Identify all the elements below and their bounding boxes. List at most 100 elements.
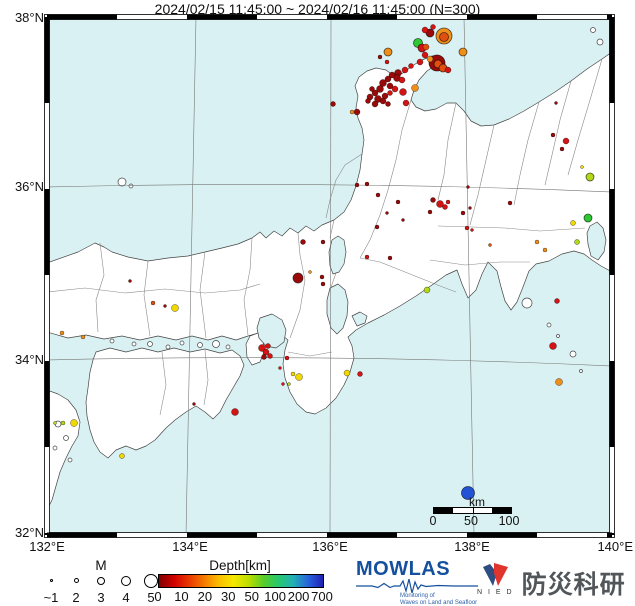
earthquake-marker bbox=[171, 304, 179, 312]
earthquake-marker bbox=[70, 419, 78, 427]
inland-sea-island bbox=[197, 342, 203, 348]
earthquake-marker bbox=[374, 224, 380, 230]
earthquake-marker bbox=[364, 181, 370, 187]
magnitude-label: 5 bbox=[147, 590, 155, 605]
scalebar-tick-0: 0 bbox=[429, 514, 437, 528]
earthquake-marker bbox=[388, 71, 396, 79]
earthquake-marker bbox=[287, 382, 291, 386]
lake-biwa bbox=[328, 235, 347, 275]
earthquake-marker bbox=[343, 369, 351, 377]
earthquake-marker bbox=[375, 192, 381, 198]
earthquake-marker bbox=[371, 89, 379, 97]
earthquake-marker bbox=[422, 43, 430, 51]
earthquake-marker bbox=[580, 165, 584, 169]
izu-island bbox=[579, 369, 583, 373]
earthquake-marker bbox=[379, 97, 387, 105]
magnitude-circle-4 bbox=[121, 575, 131, 586]
tokyo-bay bbox=[586, 221, 607, 261]
depth-tick: 10 bbox=[174, 589, 189, 604]
depth-tick: 100 bbox=[264, 589, 286, 604]
magnitude-circle-1 bbox=[49, 579, 53, 582]
inland-sea-island bbox=[131, 341, 137, 347]
earthquake-marker bbox=[300, 239, 306, 245]
mowlas-waveform-icon bbox=[356, 579, 478, 593]
island bbox=[596, 38, 604, 46]
depth-colorbar-ticks: 0 10 20 30 50 100 200 700 bbox=[154, 589, 332, 604]
lon-label-136e: 136°E bbox=[312, 539, 348, 554]
earthquake-marker bbox=[53, 421, 57, 425]
earthquake-marker bbox=[442, 204, 448, 210]
earthquake-marker bbox=[192, 402, 196, 406]
lat-label-32n: 32°N bbox=[14, 525, 44, 540]
earthquake-marker bbox=[330, 101, 336, 107]
earthquake-marker bbox=[549, 342, 557, 350]
depth-tick: 0 bbox=[154, 589, 162, 604]
earthquake-marker bbox=[534, 239, 540, 245]
earthquake-marker bbox=[59, 330, 65, 336]
earthquake-marker bbox=[290, 371, 296, 377]
earthquake-marker bbox=[320, 239, 326, 245]
earthquake-marker bbox=[507, 200, 513, 206]
magnitude-circle-5 bbox=[144, 573, 158, 588]
earthquake-marker bbox=[583, 213, 593, 223]
earthquake-marker bbox=[426, 55, 434, 63]
depth-tick: 30 bbox=[221, 589, 236, 604]
earthquake-marker bbox=[430, 197, 436, 203]
landmass-group bbox=[49, 27, 610, 507]
island bbox=[590, 27, 596, 33]
shikoku-landmass bbox=[85, 347, 245, 459]
earthquake-marker bbox=[559, 146, 565, 152]
kyushu-landmass bbox=[49, 390, 81, 507]
earthquake-marker bbox=[369, 86, 375, 92]
inland-sea-island bbox=[109, 338, 115, 344]
earthquake-marker bbox=[379, 79, 387, 87]
earthquake-marker bbox=[371, 100, 379, 108]
earthquake-marker bbox=[408, 63, 414, 69]
mowlas-tagline-2: Waves on Land and Seafloor bbox=[400, 600, 478, 606]
magnitude-circle-2 bbox=[73, 578, 79, 583]
earthquake-marker bbox=[295, 373, 303, 381]
earthquake-marker bbox=[427, 209, 433, 215]
earthquake-marker bbox=[387, 90, 393, 96]
magnitude-label: 3 bbox=[97, 590, 105, 605]
earthquake-marker bbox=[284, 355, 290, 361]
earthquake-marker bbox=[163, 304, 167, 308]
earthquake-marker bbox=[399, 88, 407, 96]
earthquake-marker bbox=[466, 185, 470, 189]
earthquake-marker bbox=[60, 420, 66, 426]
earthquake-marker bbox=[570, 220, 576, 226]
mowlas-logo-text: MOWLAS bbox=[356, 558, 451, 580]
lon-label-138e: 138°E bbox=[454, 539, 490, 554]
nied-mark-icon bbox=[483, 563, 509, 586]
gridline-134e bbox=[185, 19, 197, 533]
izu-island-oshima bbox=[521, 297, 533, 309]
earthquake-marker bbox=[308, 270, 312, 274]
inland-sea-island bbox=[225, 344, 231, 350]
earthquake-marker bbox=[150, 300, 156, 306]
inland-sea-island bbox=[147, 341, 153, 347]
earthquake-marker bbox=[554, 298, 560, 304]
scalebar-tick-100: 100 bbox=[498, 514, 520, 528]
magnitude-label: 4 bbox=[122, 590, 130, 605]
page-title: 2024/02/15 11:45:00 ~ 2024/02/16 11:45:0… bbox=[154, 1, 481, 17]
earthquake-marker bbox=[385, 211, 389, 215]
earthquake-marker bbox=[354, 182, 360, 188]
nied-name-text: 防災科研 bbox=[521, 571, 626, 599]
bays-lakes-group bbox=[256, 221, 607, 349]
earthquake-marker bbox=[385, 101, 391, 107]
earthquake-marker bbox=[585, 172, 595, 182]
earthquake-marker bbox=[391, 85, 399, 93]
osaka-bay bbox=[256, 313, 287, 349]
earthquake-marker bbox=[281, 382, 285, 386]
earthquake-marker bbox=[387, 255, 393, 261]
earthquake-marker bbox=[416, 58, 424, 66]
earthquake-marker bbox=[401, 66, 409, 74]
earthquake-marker bbox=[574, 239, 580, 245]
izu-island bbox=[556, 334, 560, 338]
earthquake-marker bbox=[267, 353, 273, 359]
earthquake-marker bbox=[377, 54, 383, 60]
earthquake-marker bbox=[384, 75, 392, 83]
depth-legend-title: Depth[km] bbox=[209, 558, 271, 573]
earthquake-marker bbox=[464, 225, 470, 231]
